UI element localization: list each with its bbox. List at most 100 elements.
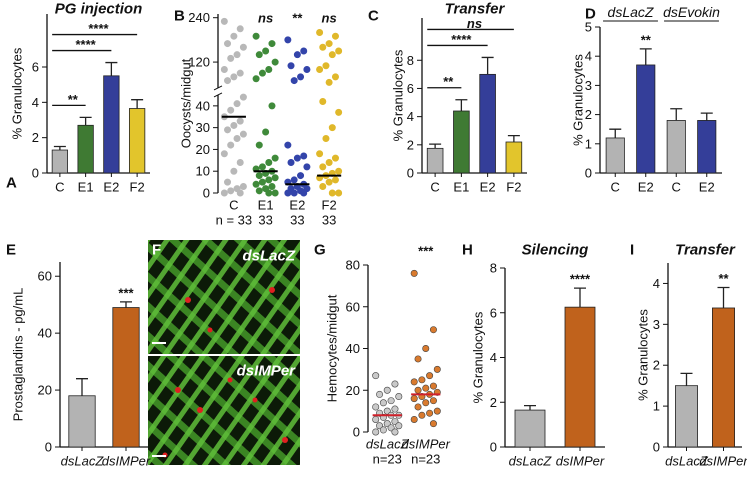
dot: [319, 163, 327, 171]
x-tick-label: dsLacZ: [366, 437, 410, 452]
y-tick-label: 4: [585, 49, 592, 64]
dot: [410, 395, 418, 403]
dot: [227, 141, 235, 149]
dot: [293, 51, 301, 59]
error-bar: [481, 56, 494, 75]
dot: [319, 97, 327, 105]
panel-letter: D: [585, 6, 596, 23]
x-tick-label: F2: [322, 198, 337, 213]
x-tick-label: E2: [103, 180, 119, 195]
dot: [262, 128, 270, 136]
dot: [271, 174, 279, 182]
dot: [293, 154, 301, 162]
y-tick-label: 40: [346, 341, 360, 356]
dot: [236, 25, 244, 33]
dot: [422, 384, 430, 392]
dot: [227, 187, 235, 195]
bar: [505, 141, 523, 174]
dot: [220, 17, 228, 25]
error-bar: [120, 301, 132, 308]
y-tick-label: 20: [38, 383, 52, 398]
bar: [564, 306, 596, 448]
y-tick-label: 0: [353, 425, 360, 440]
y-tick-label: 240: [188, 10, 210, 25]
x-tick-label: dsIMPer: [556, 454, 605, 469]
x-tick-label: dsLacZ: [509, 454, 553, 469]
dot: [331, 32, 339, 40]
dot: [220, 189, 228, 197]
dot: [236, 158, 244, 166]
dot: [262, 47, 270, 55]
y-axis-label: Prostaglandins - pg/mL: [11, 288, 26, 422]
dot: [319, 182, 327, 190]
dot: [383, 386, 391, 394]
dot: [325, 178, 333, 186]
significance-label: ns: [258, 11, 273, 26]
y-axis-label: % Granulocytes: [571, 54, 586, 146]
y-tick-label: 6: [407, 81, 414, 96]
y-tick-label: 1: [653, 399, 660, 414]
bar: [51, 149, 69, 174]
y-axis-label: % Granulocytes: [636, 309, 651, 401]
significance-label: ***: [418, 244, 434, 259]
dot: [255, 51, 263, 59]
y-axis-label: Oocysts/midgut: [179, 58, 194, 148]
panel-title: Silencing: [522, 242, 589, 259]
significance-label: **: [292, 11, 303, 26]
dot: [220, 150, 228, 158]
bar: [636, 64, 656, 174]
dot: [236, 189, 244, 197]
dot: [322, 62, 330, 70]
x-tick-label: E2: [699, 180, 715, 195]
y-tick-label: 0: [203, 186, 210, 201]
dot: [331, 154, 339, 162]
y-tick-label: 0: [45, 440, 52, 455]
dot: [303, 65, 311, 73]
dot: [224, 77, 232, 85]
dot: [300, 152, 308, 160]
dot: [258, 69, 266, 77]
dot: [391, 380, 399, 388]
dot: [290, 77, 298, 85]
bar: [128, 108, 146, 174]
x-tick-label: C: [611, 180, 620, 195]
dot: [224, 178, 232, 186]
dot: [410, 415, 418, 423]
dot: [255, 187, 263, 195]
y-tick-label: 3: [585, 78, 592, 93]
bar: [712, 307, 736, 448]
dot: [268, 40, 276, 48]
error-bar: [76, 378, 88, 396]
dot: [372, 415, 380, 423]
bar: [426, 147, 444, 174]
dot: [335, 47, 343, 55]
bar: [675, 385, 699, 448]
x-tick-label: F2: [506, 180, 521, 195]
panel-letter: H: [462, 242, 473, 259]
y-axis-label: Hemocytes/midgut: [325, 294, 340, 402]
dot: [429, 420, 437, 428]
dot: [227, 106, 235, 114]
dot: [230, 167, 238, 175]
y-tick-label: 0: [585, 166, 592, 181]
x-tick-label: C: [55, 180, 64, 195]
x-tick-label: E1: [453, 180, 469, 195]
dot: [426, 409, 434, 417]
y-tick-label: 6: [32, 60, 39, 75]
dot: [414, 355, 422, 363]
dot: [233, 135, 241, 143]
bar: [112, 307, 140, 448]
y-tick-label: 1: [585, 136, 592, 151]
dot: [300, 189, 308, 197]
error-bar: [429, 143, 442, 149]
dot: [372, 372, 380, 380]
dot: [224, 126, 232, 134]
bar: [479, 73, 496, 174]
dot: [319, 43, 327, 51]
y-tick-label: 40: [38, 326, 52, 341]
y-tick-label: 2: [585, 107, 592, 122]
dot: [429, 382, 437, 390]
panel-letter: I: [630, 242, 634, 259]
dot: [426, 372, 434, 380]
x-tick-label: F2: [130, 180, 145, 195]
